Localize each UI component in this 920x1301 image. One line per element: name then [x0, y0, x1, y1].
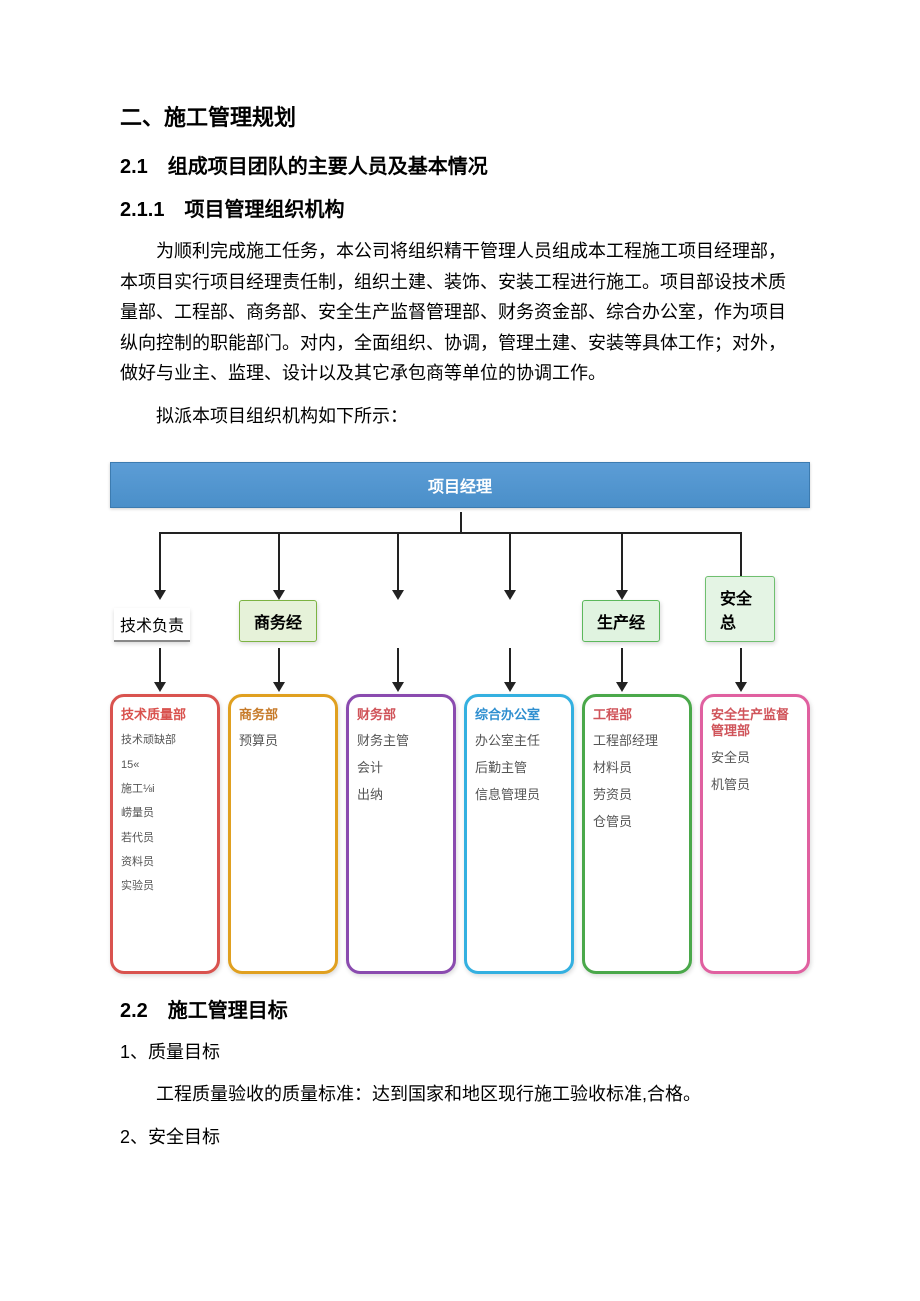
mid-node-tech: 技术负责 — [114, 608, 190, 642]
org-dept-row: 技术质量部技术顽缺部15«施工⅛i崂量员若代员资料员实验员商务部预算员财务部财务… — [110, 694, 810, 974]
dept-item: 出纳 — [357, 787, 445, 804]
mid-label: 安全总 — [705, 576, 775, 642]
dept-box-3: 综合办公室办公室主任后勤主管信息管理员 — [464, 694, 574, 974]
dept-title: 商务部 — [239, 707, 327, 724]
subheading-1: 1、质量目标 — [60, 1037, 860, 1068]
dept-title: 技术质量部 — [121, 707, 209, 724]
dept-item: 机管员 — [711, 777, 799, 794]
dept-item: 会计 — [357, 760, 445, 777]
mid-node-prod: 生产经 — [582, 600, 660, 642]
paragraph-sub1: 工程质量验收的质量标准：达到国家和地区现行施工验收标准,合格。 — [60, 1079, 860, 1110]
dept-item: 后勤主管 — [475, 760, 563, 777]
dept-box-0: 技术质量部技术顽缺部 15« 施工⅛i 崂量员若代员资料员实验员 — [110, 694, 220, 974]
paragraph-2: 拟派本项目组织机构如下所示： — [60, 401, 860, 432]
org-connectors-mid — [110, 648, 810, 694]
heading-1: 二、施工管理规划 — [60, 100, 860, 132]
dept-item: 实验员 — [121, 879, 209, 893]
dept-item: 若代员 — [121, 831, 209, 845]
heading-2-2: 2.2 施工管理目标 — [60, 994, 860, 1023]
dept-item: 资料员 — [121, 855, 209, 869]
dept-item: 工程部经理 — [593, 733, 681, 750]
org-top-node: 项目经理 — [110, 462, 810, 508]
mid-label: 商务经 — [239, 600, 317, 642]
dept-item: 财务主管 — [357, 733, 445, 750]
heading-3-1: 2.1.1 项目管理组织机构 — [60, 193, 860, 222]
dept-box-2: 财务部财务主管会计出纳 — [346, 694, 456, 974]
dept-box-5: 安全生产监督管理部安全员机管员 — [700, 694, 810, 974]
dept-item: 劳资员 — [593, 787, 681, 804]
paragraph-1: 为顺利完成施工任务，本公司将组织精干管理人员组成本工程施工项目经理部，本项目实行… — [60, 236, 860, 389]
dept-item: 安全员 — [711, 750, 799, 767]
org-mid-row: 技术负责商务经生产经安全总 — [110, 602, 810, 642]
dept-title: 工程部 — [593, 707, 681, 724]
dept-item: 办公室主任 — [475, 733, 563, 750]
mid-node-comm: 商务经 — [239, 600, 317, 642]
mid-label: 技术负责 — [114, 608, 190, 642]
dept-item: 仓管员 — [593, 814, 681, 831]
dept-title: 综合办公室 — [475, 707, 563, 724]
dept-item: 技术顽缺部 — [121, 733, 209, 747]
dept-item: 信息管理员 — [475, 787, 563, 804]
dept-item: 崂量员 — [121, 806, 209, 820]
mid-node-safe: 安全总 — [705, 576, 775, 642]
subheading-2: 2、安全目标 — [60, 1122, 860, 1153]
org-top-label: 项目经理 — [428, 473, 492, 497]
dept-item: 材料员 — [593, 760, 681, 777]
dept-item: 15« — [121, 758, 209, 772]
dept-item: 预算员 — [239, 733, 327, 750]
dept-title: 财务部 — [357, 707, 445, 724]
dept-item: 施工⅛i — [121, 782, 209, 796]
dept-box-1: 商务部预算员 — [228, 694, 338, 974]
dept-title: 安全生产监督管理部 — [711, 707, 799, 741]
dept-box-4: 工程部工程部经理材料员劳资员仓管员 — [582, 694, 692, 974]
org-chart: 项目经理 技术负责 商务经 生产经 安全总 技术质量部技术顽缺部 15« 施工⅛i 崂量员若… — [60, 462, 860, 974]
mid-label: 生产经 — [582, 600, 660, 642]
heading-2-1: 2.1 组成项目团队的主要人员及基本情况 — [60, 150, 860, 179]
